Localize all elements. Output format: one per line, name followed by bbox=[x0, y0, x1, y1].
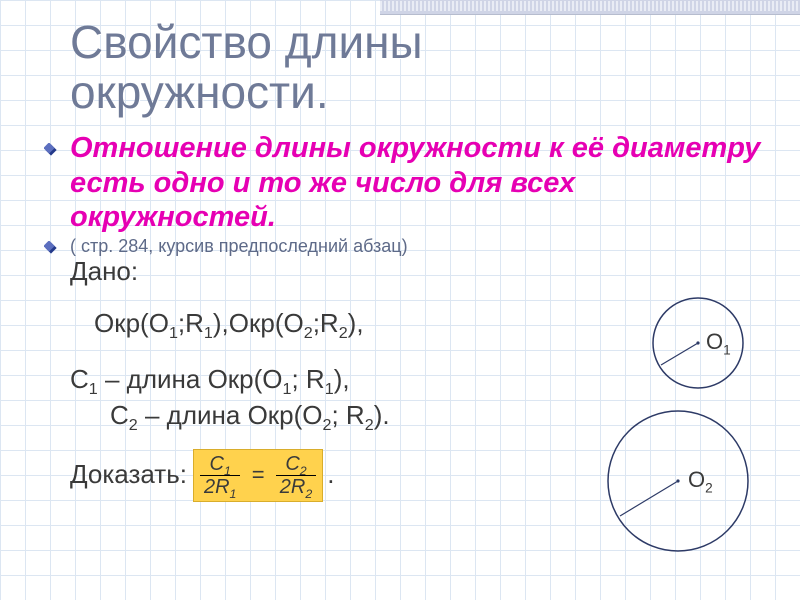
formula-box: C1 2R1 = C2 2R2 bbox=[193, 449, 323, 502]
slide-title: Свойство длины окружности. bbox=[70, 18, 780, 117]
given-label: Дано: bbox=[70, 257, 780, 287]
circle-o2-label: O2 bbox=[688, 467, 713, 493]
equals-sign: = bbox=[248, 462, 269, 487]
slide: Свойство длины окружности. Отношение дли… bbox=[0, 0, 800, 600]
source-note: ( стр. 284, курсив предпоследний абзац) bbox=[70, 236, 780, 257]
note-block: ( стр. 284, курсив предпоследний абзац) bbox=[70, 236, 780, 257]
statement-block: Отношение длины окружности к её диаметру… bbox=[70, 131, 780, 234]
period: . bbox=[323, 460, 334, 490]
circle-o2 bbox=[598, 403, 758, 563]
diamond-bullet-icon bbox=[44, 241, 58, 255]
fraction-left: C1 2R1 bbox=[200, 454, 240, 497]
fraction-right: C2 2R2 bbox=[276, 454, 316, 497]
circle-o1-label: O1 bbox=[706, 329, 731, 355]
decorative-top-band-inner bbox=[380, 1, 800, 11]
circle-o1 bbox=[643, 293, 753, 403]
circles-diagram: O1 O2 bbox=[558, 295, 778, 575]
prove-label: Доказать: bbox=[70, 460, 187, 490]
diamond-bullet-icon bbox=[44, 143, 58, 157]
theorem-statement: Отношение длины окружности к её диаметру… bbox=[70, 131, 780, 234]
